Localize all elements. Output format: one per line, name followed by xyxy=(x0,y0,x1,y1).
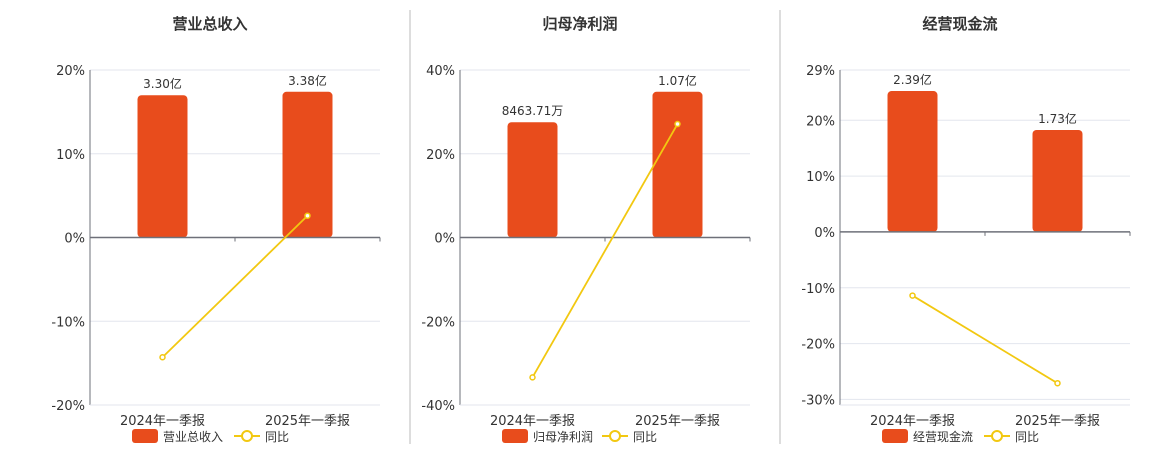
chart-title: 归母净利润 xyxy=(542,15,617,33)
legend-bar-swatch xyxy=(882,429,908,443)
bar-data-label: 3.30亿 xyxy=(143,76,182,91)
chart-1: 营业总收入 20% 10% 0% -10% -20% 3.30亿 3.38亿 2024年一季报 2… xyxy=(51,15,381,444)
yoy-point xyxy=(674,120,681,128)
y-tick-label: 0% xyxy=(814,226,835,241)
legend-bar-label: 归母净利润 xyxy=(533,430,593,444)
legend-line-marker xyxy=(241,430,253,442)
y-tick-label: -20% xyxy=(51,399,85,414)
chart-title: 营业总收入 xyxy=(172,15,247,33)
chart-3: 经营现金流 29% 20% 10% 0% -10% -20% -30% 2.39亿 1.73亿 20… xyxy=(801,15,1131,444)
yoy-line xyxy=(912,294,1058,384)
bar xyxy=(887,91,938,232)
yoy-line xyxy=(531,123,679,378)
bar xyxy=(1032,129,1083,232)
y-tick-label: 20% xyxy=(56,64,85,79)
y-tick-label: -20% xyxy=(421,315,455,330)
y-tick-label: 20% xyxy=(426,148,455,163)
bar xyxy=(507,122,558,238)
bar-data-label: 2.39亿 xyxy=(893,72,932,87)
bar-data-label: 1.73亿 xyxy=(1038,111,1077,126)
y-tick-label: 0% xyxy=(64,232,85,247)
x-tick-label: 2024年一季报 xyxy=(870,414,955,429)
bar xyxy=(137,95,188,238)
legend-line-marker xyxy=(991,430,1003,442)
legend-line-label: 同比 xyxy=(265,430,289,444)
y-tick-label: 0% xyxy=(434,232,455,247)
y-tick-label: -10% xyxy=(801,282,835,297)
y-tick-label: 29% xyxy=(806,64,835,79)
chart-title: 经营现金流 xyxy=(922,15,997,33)
y-tick-label: 10% xyxy=(56,148,85,163)
bar-data-label: 3.38亿 xyxy=(288,73,327,88)
bar xyxy=(282,91,333,238)
x-tick-label: 2025年一季报 xyxy=(265,414,350,429)
bar xyxy=(652,91,703,238)
yoy-point xyxy=(909,292,916,299)
chart-2: 归母净利润 40% 20% 0% -20% -40% 8463.71万 1.07亿 2024年一… xyxy=(421,15,751,444)
x-tick-label: 2025年一季报 xyxy=(1015,414,1100,429)
y-tick-label: 20% xyxy=(806,114,835,129)
bar-data-label: 1.07亿 xyxy=(658,73,697,88)
legend-bar-label: 营业总收入 xyxy=(163,430,223,444)
legend-bar-swatch xyxy=(502,429,528,443)
x-tick-label: 2024年一季报 xyxy=(490,414,575,429)
yoy-point xyxy=(159,354,166,361)
legend-line-label: 同比 xyxy=(633,430,657,444)
y-tick-label: 10% xyxy=(806,170,835,185)
y-tick-label: -40% xyxy=(421,399,455,414)
yoy-line xyxy=(161,215,309,358)
x-tick-label: 2025年一季报 xyxy=(635,414,720,429)
y-tick-label: -20% xyxy=(801,338,835,353)
yoy-point xyxy=(1054,379,1061,387)
y-tick-label: -30% xyxy=(801,393,835,408)
x-tick-label: 2024年一季报 xyxy=(120,414,205,429)
yoy-point xyxy=(529,374,536,381)
legend-bar-label: 经营现金流 xyxy=(913,429,973,444)
y-tick-label: -10% xyxy=(51,315,85,330)
legend-line-label: 同比 xyxy=(1015,430,1039,444)
bar-data-label: 8463.71万 xyxy=(502,104,564,118)
y-tick-label: 40% xyxy=(426,64,455,79)
legend-bar-swatch xyxy=(132,429,158,443)
legend-line-marker xyxy=(609,430,621,442)
yoy-point xyxy=(304,212,311,219)
